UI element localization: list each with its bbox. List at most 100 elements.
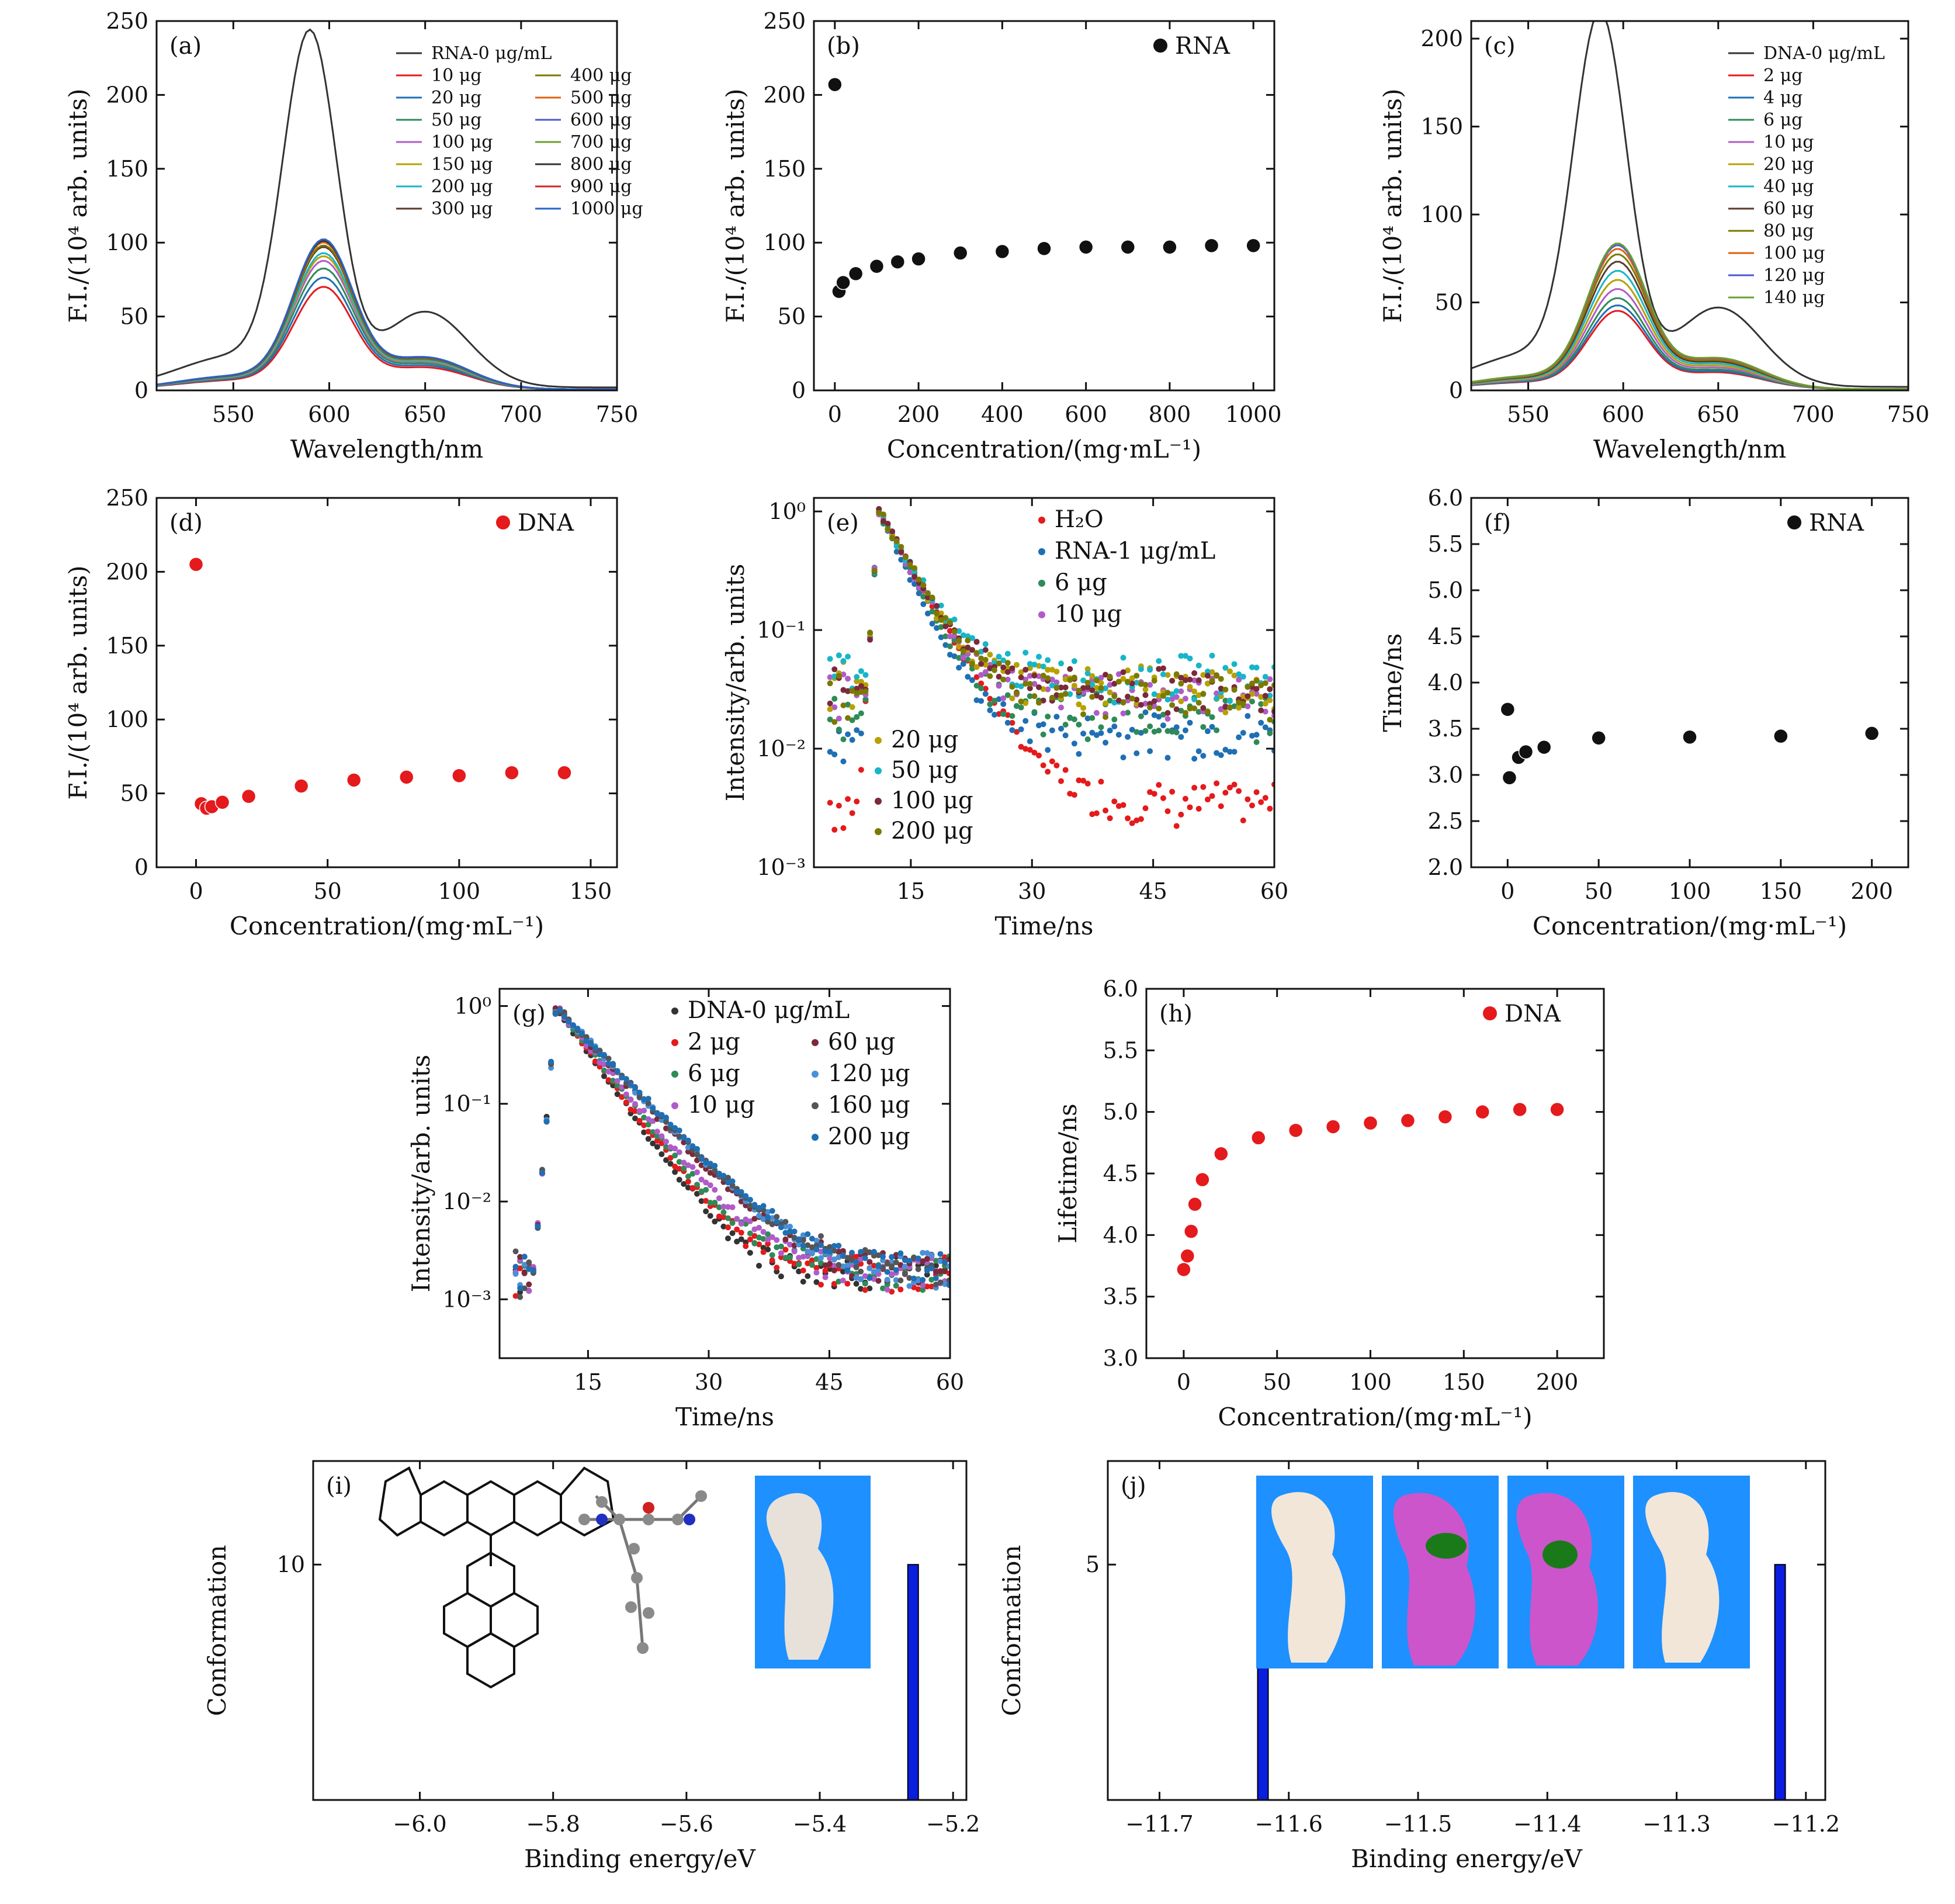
- y-tick-label: 5: [1086, 1552, 1100, 1577]
- decay-point: [751, 1240, 758, 1247]
- panel-a: 550 600 650 700 750 0 50 100 150 200 250 Wavelength…: [64, 8, 643, 463]
- decay-point: [628, 1106, 634, 1113]
- decay-point: [937, 1251, 944, 1257]
- decay-point: [875, 1263, 882, 1269]
- decay-point: [849, 704, 855, 710]
- data-point: [1864, 726, 1880, 741]
- decay-point: [849, 688, 855, 694]
- x-tick-label: 50: [1585, 878, 1613, 904]
- decay-point: [924, 590, 931, 596]
- decay-point: [866, 1259, 873, 1265]
- decay-point: [1111, 723, 1118, 730]
- plot-area: [1176, 1102, 1565, 1278]
- decay-point: [1120, 676, 1126, 682]
- decay-point: [827, 799, 833, 806]
- decay-point: [906, 1258, 913, 1264]
- decay-point: [1253, 739, 1260, 745]
- decay-point: [1200, 691, 1207, 697]
- decay-point: [1111, 700, 1118, 706]
- x-axis-label: Wavelength/nm: [1593, 435, 1786, 463]
- decay-point: [685, 1148, 691, 1155]
- decay-point: [685, 1178, 691, 1185]
- decay-point: [1036, 673, 1042, 680]
- decay-point: [1169, 696, 1176, 702]
- decay-point: [934, 603, 940, 609]
- decay-point: [787, 1223, 793, 1230]
- decay-point: [1226, 668, 1233, 674]
- decay-point: [1084, 670, 1091, 677]
- decay-point: [827, 674, 833, 680]
- decay-point: [1191, 784, 1198, 791]
- decay-point: [938, 603, 944, 609]
- decay-point: [844, 1280, 851, 1287]
- decay-point: [707, 1182, 713, 1189]
- decay-point: [521, 1262, 528, 1268]
- decay-point: [654, 1144, 660, 1150]
- decay-point: [601, 1061, 607, 1068]
- decay-point: [1169, 677, 1176, 684]
- decay-point: [934, 625, 940, 631]
- decay-point: [778, 1254, 784, 1261]
- decay-point: [703, 1166, 709, 1172]
- y-tick-label: 150: [106, 156, 148, 182]
- decay-point: [738, 1198, 744, 1204]
- y-axis-label: Lifetime/ns: [1053, 1103, 1082, 1243]
- decay-point: [893, 538, 900, 544]
- decay-point: [938, 624, 944, 630]
- decay-point: [809, 1250, 815, 1256]
- decay-point: [1107, 697, 1113, 704]
- decay-point: [876, 510, 882, 516]
- decay-point: [920, 577, 927, 583]
- decay-point: [849, 810, 855, 816]
- decay-point: [1169, 691, 1176, 697]
- decay-point: [1178, 811, 1184, 818]
- decay-point: [650, 1129, 656, 1136]
- decay-point: [760, 1236, 767, 1242]
- decay-point: [1214, 727, 1220, 733]
- decay-point: [809, 1262, 815, 1268]
- data-point: [557, 765, 572, 780]
- decay-point: [628, 1096, 634, 1103]
- decay-point: [849, 737, 855, 743]
- data-point: [399, 770, 414, 785]
- decay-point: [1125, 667, 1131, 674]
- decay-point: [1080, 689, 1087, 695]
- panel-i: −6.0 −5.8 −5.6 −5.4 −5.2 10 Binding energy/eV C…: [203, 1460, 980, 1873]
- decay-point: [1049, 727, 1055, 733]
- data-point: [890, 254, 906, 269]
- decay-point: [623, 1076, 629, 1082]
- decay-point: [1089, 811, 1096, 818]
- legend-entry: 100 μg: [1763, 243, 1825, 264]
- decay-point: [1093, 693, 1100, 699]
- decay-point: [920, 1249, 926, 1256]
- y-tick-label: 10⁰: [768, 498, 806, 524]
- decay-point: [1129, 695, 1135, 702]
- decay-point: [845, 796, 851, 802]
- decay-point: [663, 1119, 669, 1125]
- decay-point: [978, 655, 985, 662]
- x-tick-label: −11.7: [1125, 1811, 1193, 1837]
- decay-point: [774, 1218, 780, 1225]
- decay-point: [1084, 780, 1091, 787]
- legend-entry: 60 μg: [828, 1029, 895, 1055]
- decay-point: [911, 581, 918, 587]
- legend-entry: 20 μg: [1763, 154, 1814, 175]
- decay-point: [1253, 664, 1260, 671]
- decay-point: [862, 671, 869, 678]
- x-tick-label: 30: [1018, 878, 1046, 904]
- decay-point: [906, 1283, 913, 1289]
- decay-point: [1031, 673, 1038, 679]
- decay-point: [570, 1030, 576, 1037]
- legend-marker: [875, 828, 882, 835]
- decay-point: [1164, 728, 1171, 734]
- decay-point: [1151, 691, 1157, 697]
- decay-point: [743, 1243, 749, 1249]
- decay-point: [956, 643, 962, 650]
- decay-point: [734, 1216, 740, 1222]
- decay-point: [778, 1224, 784, 1231]
- y-tick-label: 10⁰: [454, 993, 491, 1019]
- decay-point: [960, 632, 966, 639]
- decay-point: [774, 1244, 780, 1251]
- decay-point: [1098, 778, 1104, 785]
- decay-point: [703, 1197, 709, 1204]
